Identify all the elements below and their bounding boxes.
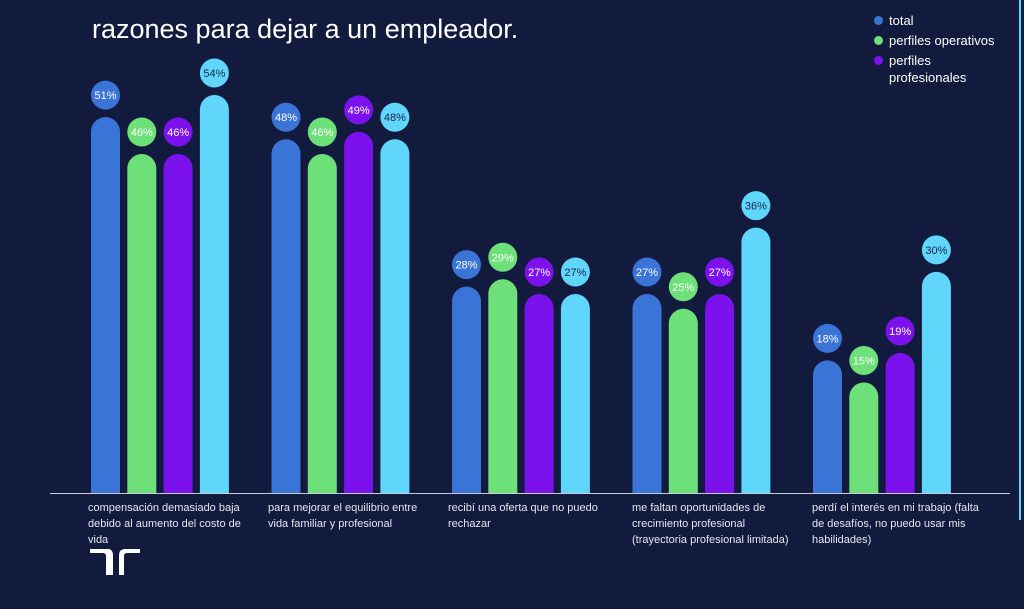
value-label: 27% [564,267,586,279]
bar [524,294,554,493]
value-label: 46% [131,127,153,139]
value-label: 46% [311,127,333,139]
bar [307,153,337,494]
company-logo [90,549,140,575]
bar [632,294,662,493]
value-label-bubble [741,191,771,221]
bar [885,352,915,493]
bar [921,271,951,493]
value-label: 51% [94,90,116,102]
value-label-bubble [524,257,554,287]
chart-title: razones para dejar a un empleador. [92,14,519,44]
legend-item-total: total [874,12,999,29]
bar [813,360,842,493]
value-label: 49% [348,105,370,117]
value-label-bubble [668,272,698,302]
value-label: 27% [528,267,550,279]
value-label-bubble [632,257,662,287]
value-label-bubble [91,80,120,110]
bar [380,139,410,494]
value-label: 25% [672,282,694,294]
bar [344,131,374,493]
value-label: 18% [816,333,838,345]
bar [849,382,879,493]
value-label-bubble [163,117,193,147]
value-label: 29% [492,252,514,264]
value-label: 36% [745,201,767,213]
value-label: 48% [275,112,297,124]
value-label: 46% [167,127,189,139]
value-label-bubble [380,102,410,132]
bar [163,153,193,494]
legend-dot [874,56,883,65]
value-label: 19% [889,326,911,338]
value-label-bubble [452,250,481,280]
value-label: 27% [636,267,658,279]
category-label: compensación demasiado baja debido al au… [88,502,241,546]
bar [91,117,120,493]
legend-item-operativos: perfiles operativos [874,32,999,49]
value-label: 27% [709,267,731,279]
value-label-bubble [560,257,590,287]
bar [560,294,590,493]
bar [199,95,229,494]
value-label-bubble [344,95,374,125]
value-label-bubble [271,102,301,132]
bar [452,286,481,493]
bar [668,308,698,493]
value-label-bubble [921,235,951,265]
category-label: me faltan oportunidades de crecimiento p… [632,502,789,546]
category-label: para mejorar el equilibrio entre vida fa… [268,502,418,530]
bar [271,139,301,494]
value-label-bubble [849,345,879,375]
edge-line [1019,0,1021,520]
value-label: 54% [203,68,225,80]
legend-item-profesionales: perfiles profesionales [874,52,999,86]
value-label-bubble [307,117,337,147]
legend-dot [874,16,883,25]
value-label-bubble [127,117,157,147]
bar [488,279,518,493]
bar [705,294,735,493]
value-label-bubble [813,323,842,353]
value-label: 30% [925,245,947,257]
legend: total perfiles operativos perfiles profe… [874,12,999,89]
value-label: 28% [455,260,477,272]
value-label-bubble [199,58,229,88]
value-label-bubble [885,316,915,346]
category-label: perdí el interés en mi trabajo (falta de… [812,502,979,546]
legend-dot [874,36,883,45]
bar [127,153,157,494]
value-label: 15% [853,355,875,367]
category-label: recibí una oferta que no puedo rechazar [448,502,598,530]
value-label: 48% [384,112,406,124]
bar [741,227,771,493]
value-label-bubble [705,257,735,287]
value-label-bubble [488,242,518,272]
